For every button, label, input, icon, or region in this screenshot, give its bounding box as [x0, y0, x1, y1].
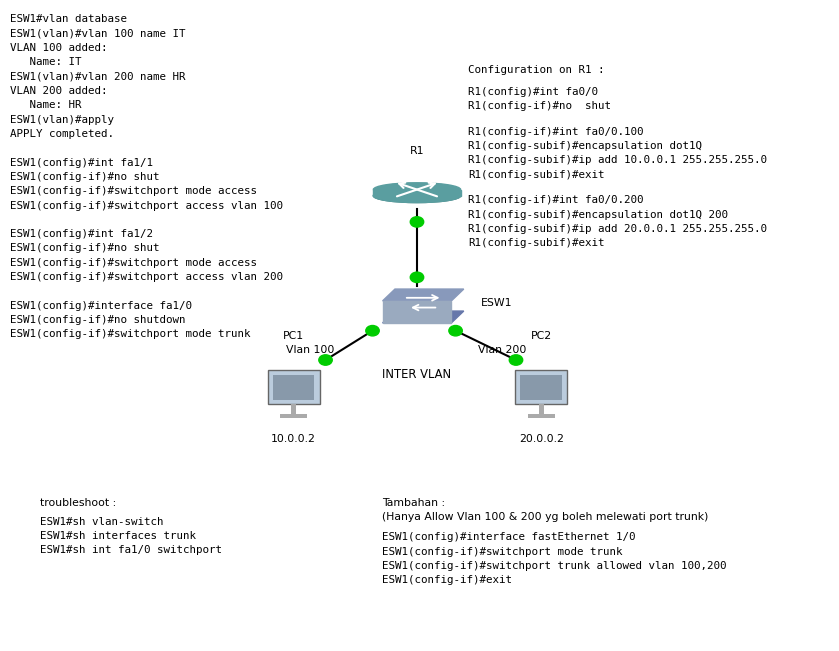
Text: Name: HR: Name: HR: [10, 100, 81, 110]
Polygon shape: [383, 289, 464, 301]
FancyBboxPatch shape: [280, 414, 307, 418]
Text: ESW1(config-if)#switchport mode access: ESW1(config-if)#switchport mode access: [10, 186, 257, 196]
Text: ESW1(config)#interface fastEthernet 1/0: ESW1(config)#interface fastEthernet 1/0: [382, 533, 635, 542]
FancyBboxPatch shape: [539, 404, 544, 414]
Text: R1(config-subif)#encapsulation dot1Q 200: R1(config-subif)#encapsulation dot1Q 200: [468, 210, 728, 220]
Ellipse shape: [373, 189, 461, 202]
Text: ESW1: ESW1: [481, 298, 513, 308]
FancyBboxPatch shape: [273, 375, 315, 400]
Circle shape: [319, 355, 332, 365]
Text: ESW1#sh int fa1/0 switchport: ESW1#sh int fa1/0 switchport: [40, 546, 222, 555]
Text: ESW1#vlan database: ESW1#vlan database: [10, 14, 127, 24]
Text: R1(config-subif)#ip add 20.0.0.1 255.255.255.0: R1(config-subif)#ip add 20.0.0.1 255.255…: [468, 224, 767, 234]
Text: VLAN 200 added:: VLAN 200 added:: [10, 86, 107, 96]
Text: ESW1(config-if)#no shutdown: ESW1(config-if)#no shutdown: [10, 315, 185, 325]
Text: ESW1(config)#int fa1/1: ESW1(config)#int fa1/1: [10, 158, 153, 167]
Text: ESW1(config-if)#switchport mode trunk: ESW1(config-if)#switchport mode trunk: [10, 329, 251, 339]
Text: ESW1(vlan)#vlan 100 name IT: ESW1(vlan)#vlan 100 name IT: [10, 29, 185, 38]
Text: Name: IT: Name: IT: [10, 57, 81, 67]
Text: ESW1(config-if)#switchport access vlan 200: ESW1(config-if)#switchport access vlan 2…: [10, 272, 283, 282]
FancyBboxPatch shape: [291, 404, 296, 414]
Text: 10.0.0.2: 10.0.0.2: [271, 434, 316, 444]
Text: ESW1(config)#interface fa1/0: ESW1(config)#interface fa1/0: [10, 301, 192, 311]
Text: R1(config-subif)#exit: R1(config-subif)#exit: [468, 238, 605, 249]
Text: R1: R1: [409, 146, 425, 156]
Text: 20.0.0.2: 20.0.0.2: [519, 434, 564, 444]
Text: ESW1(config-if)#switchport access vlan 100: ESW1(config-if)#switchport access vlan 1…: [10, 201, 283, 210]
Ellipse shape: [373, 183, 461, 197]
Text: R1(config-if)#int fa0/0.100: R1(config-if)#int fa0/0.100: [468, 127, 644, 137]
Circle shape: [366, 326, 379, 336]
Polygon shape: [383, 311, 464, 323]
Text: ESW1(config-if)#switchport mode access: ESW1(config-if)#switchport mode access: [10, 258, 257, 268]
Text: VLAN 100 added:: VLAN 100 added:: [10, 43, 107, 53]
Text: PC1: PC1: [283, 331, 305, 340]
Text: R1(config-subif)#exit: R1(config-subif)#exit: [468, 170, 605, 180]
Text: INTER VLAN: INTER VLAN: [383, 368, 451, 381]
Text: Configuration on R1 :: Configuration on R1 :: [468, 65, 605, 75]
Text: Vlan 200: Vlan 200: [478, 345, 527, 355]
Text: R1(config-if)#no  shut: R1(config-if)#no shut: [468, 101, 611, 111]
Text: R1(config-subif)#encapsulation dot1Q: R1(config-subif)#encapsulation dot1Q: [468, 141, 702, 151]
Circle shape: [410, 217, 424, 227]
Text: ESW1(config-if)#no shut: ESW1(config-if)#no shut: [10, 243, 159, 253]
Circle shape: [449, 326, 462, 336]
Text: troubleshoot :: troubleshoot :: [40, 498, 117, 508]
Text: ESW1(config-if)#exit: ESW1(config-if)#exit: [382, 575, 512, 585]
Text: APPLY completed.: APPLY completed.: [10, 129, 114, 139]
Bar: [373, 189, 461, 196]
FancyBboxPatch shape: [515, 370, 567, 404]
Text: ESW1(config-if)#no shut: ESW1(config-if)#no shut: [10, 172, 159, 182]
FancyBboxPatch shape: [520, 375, 562, 400]
Text: ESW1(config-if)#switchport trunk allowed vlan 100,200: ESW1(config-if)#switchport trunk allowed…: [382, 561, 727, 571]
Circle shape: [410, 272, 424, 283]
Text: R1(config-subif)#ip add 10.0.0.1 255.255.255.0: R1(config-subif)#ip add 10.0.0.1 255.255…: [468, 156, 767, 165]
Polygon shape: [383, 301, 451, 323]
FancyBboxPatch shape: [528, 414, 555, 418]
Text: ESW1#sh interfaces trunk: ESW1#sh interfaces trunk: [40, 531, 196, 541]
Text: ESW1(config-if)#switchport mode trunk: ESW1(config-if)#switchport mode trunk: [382, 547, 623, 557]
Text: (Hanya Allow Vlan 100 & 200 yg boleh melewati port trunk): (Hanya Allow Vlan 100 & 200 yg boleh mel…: [382, 512, 708, 522]
Text: PC2: PC2: [530, 331, 552, 340]
Text: ESW1(config)#int fa1/2: ESW1(config)#int fa1/2: [10, 229, 153, 239]
Text: Tambahan :: Tambahan :: [382, 498, 445, 508]
Text: R1(config)#int fa0/0: R1(config)#int fa0/0: [468, 87, 598, 96]
Polygon shape: [373, 189, 461, 202]
Text: R1(config-if)#int fa0/0.200: R1(config-if)#int fa0/0.200: [468, 195, 644, 206]
Text: Vlan 100: Vlan 100: [285, 345, 334, 355]
FancyBboxPatch shape: [268, 370, 320, 404]
Text: ESW1(vlan)#apply: ESW1(vlan)#apply: [10, 115, 114, 124]
Text: ESW1(vlan)#vlan 200 name HR: ESW1(vlan)#vlan 200 name HR: [10, 72, 185, 81]
Circle shape: [509, 355, 523, 365]
Text: ESW1#sh vlan-switch: ESW1#sh vlan-switch: [40, 517, 164, 527]
